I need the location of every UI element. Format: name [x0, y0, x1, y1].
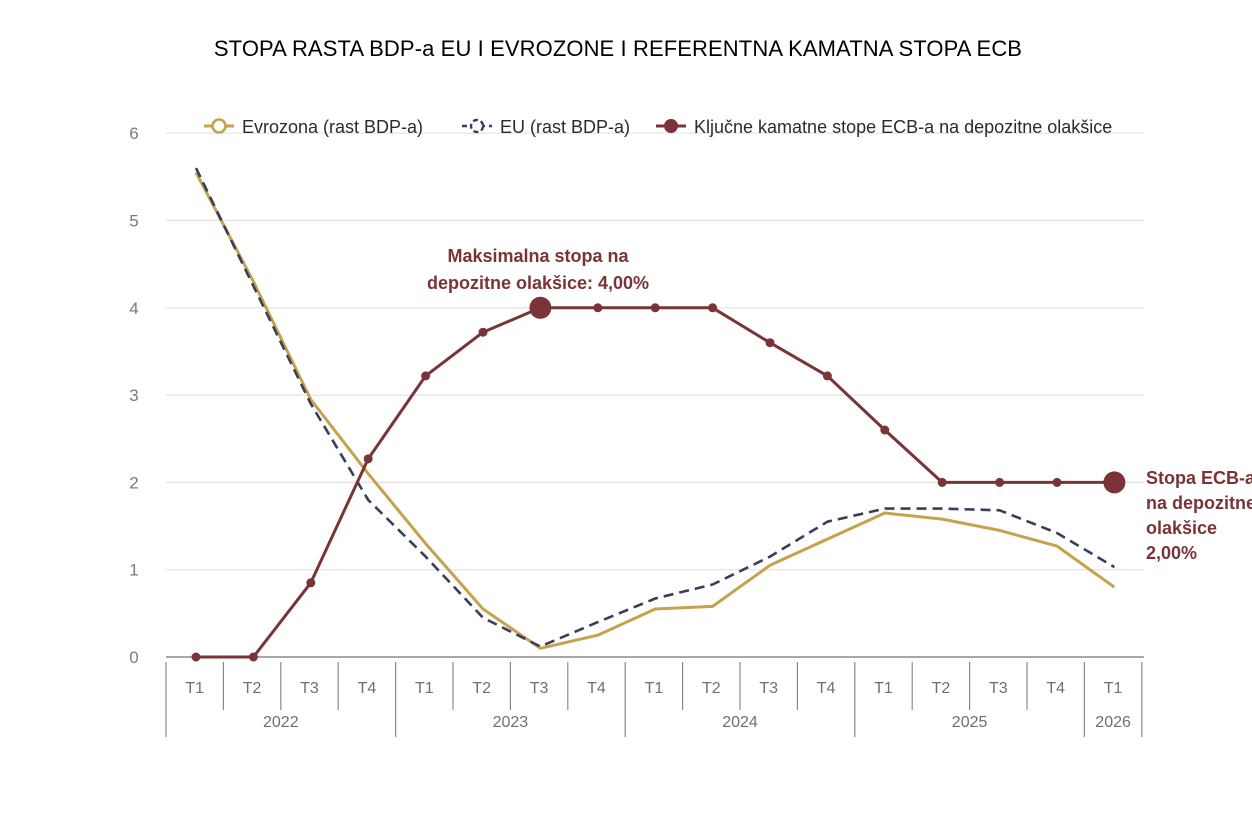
annotation-max-rate: Maksimalna stopa na [447, 246, 629, 266]
data-point [822, 371, 832, 381]
x-tick-label: T4 [1046, 680, 1065, 697]
x-tick-label: T3 [530, 680, 549, 697]
legend-swatch-marker [469, 118, 485, 134]
annotation-max-rate: depozitne olakšice: 4,00% [427, 273, 649, 293]
x-tick-label: T1 [645, 680, 664, 697]
annotations: Maksimalna stopa na depozitne olakšice: 4… [427, 246, 1252, 563]
x-tick-label: T4 [587, 680, 606, 697]
x-tick-label: T2 [702, 680, 721, 697]
y-tick-label: 5 [129, 212, 138, 231]
year-label: 2024 [722, 714, 758, 731]
y-tick-label: 6 [129, 124, 138, 143]
series-markers [191, 296, 1126, 662]
annotation-current-rate: Stopa ECB-a [1146, 468, 1252, 488]
data-point [937, 477, 947, 487]
x-tick-label: T4 [817, 680, 836, 697]
x-tick-label: T1 [874, 680, 893, 697]
data-point [765, 338, 775, 348]
series-line-0 [194, 171, 1116, 650]
year-label: 2026 [1095, 714, 1131, 731]
series-lines [194, 167, 1116, 659]
legend-label: Evrozona (rast BDP-a) [242, 117, 423, 137]
annotation-current-rate: 2,00% [1146, 543, 1197, 563]
data-point [363, 454, 373, 464]
year-label: 2022 [263, 714, 299, 731]
year-label: 2023 [493, 714, 529, 731]
data-point [880, 425, 890, 435]
x-tick-label: T3 [989, 680, 1008, 697]
annotation-current-rate: olakšice [1146, 518, 1217, 538]
x-tick-label: T1 [185, 680, 204, 697]
x-tick-label: T1 [1104, 680, 1123, 697]
data-point [650, 303, 660, 313]
x-tick-label: T2 [932, 680, 951, 697]
x-tick-label: T3 [759, 680, 778, 697]
data-point [421, 371, 431, 381]
y-tick-label: 4 [129, 299, 138, 318]
x-tick-label: T4 [358, 680, 377, 697]
legend-label: Ključne kamatne stope ECB-a na depozitne… [694, 117, 1112, 137]
series-line-1 [194, 167, 1116, 648]
data-point [593, 303, 603, 313]
x-tick-label: T3 [300, 680, 319, 697]
data-point [306, 578, 316, 588]
data-point [248, 652, 258, 662]
legend-swatch-marker [664, 119, 678, 133]
y-axis-ticks: 0 1 2 3 4 5 6 [129, 124, 138, 667]
x-tick-label: T1 [415, 680, 434, 697]
x-axis: T1 T2 T3 T4 T1 T2 T3 T4 T1 T2 T3 T4 T1 T2 T3 T4 T1 2022 20… [165, 656, 1144, 737]
y-gridlines [166, 132, 1144, 571]
data-point [708, 303, 718, 313]
legend-label: EU (rast BDP-a) [500, 117, 630, 137]
highlight-point [1103, 471, 1126, 494]
y-tick-label: 3 [129, 386, 138, 405]
highlight-point [529, 296, 552, 319]
annotation-current-rate: na depozitne [1146, 493, 1252, 513]
data-point [995, 477, 1005, 487]
chart-title: STOPA RASTA BDP-a EU I EVROZONE I REFERE… [213, 36, 1023, 61]
legend: Evrozona (rast BDP-a) EU (rast BDP-a) Klju… [204, 117, 1112, 137]
x-tick-label: T2 [472, 680, 491, 697]
data-point [478, 327, 488, 337]
y-tick-label: 2 [129, 473, 138, 492]
data-point [1052, 477, 1062, 487]
legend-swatch-marker [211, 118, 227, 134]
data-point [191, 652, 201, 662]
year-label: 2025 [952, 714, 988, 731]
y-tick-label: 0 [129, 648, 138, 667]
y-tick-label: 1 [129, 561, 138, 580]
x-tick-label: T2 [243, 680, 262, 697]
